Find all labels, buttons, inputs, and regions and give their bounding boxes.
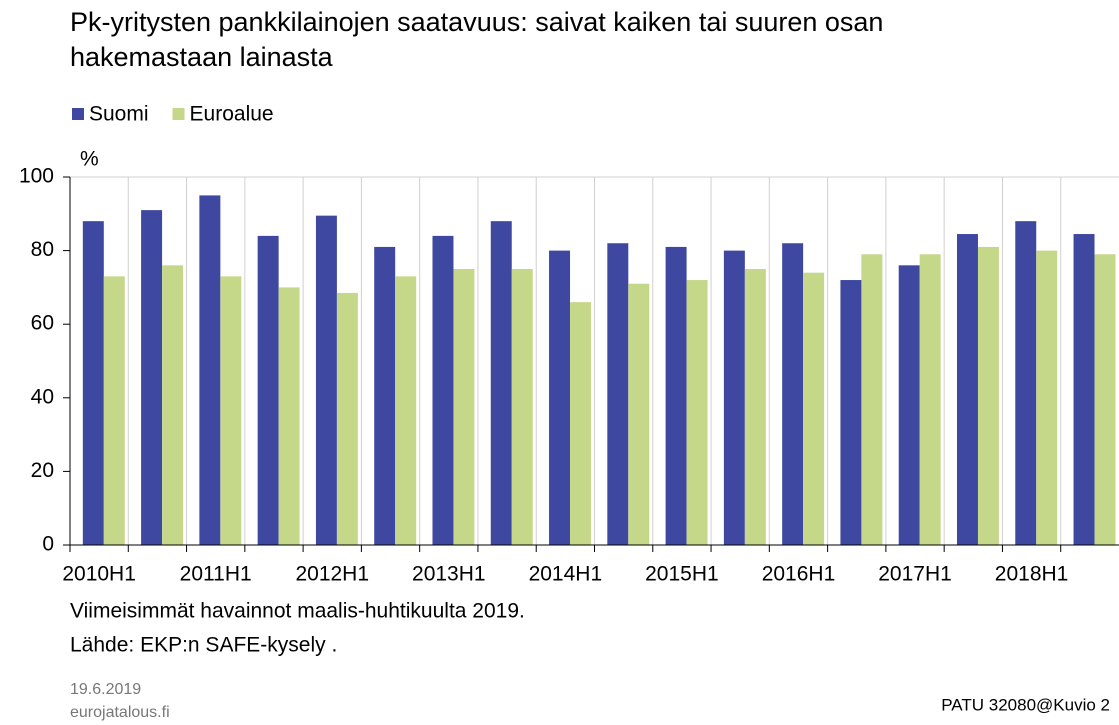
bar (977, 246, 999, 546)
bar (686, 280, 708, 545)
bar (1094, 254, 1116, 545)
bar (744, 269, 766, 545)
x-tick-label: 2015H1 (645, 563, 719, 586)
x-tick-label: 2011H1 (180, 563, 252, 586)
bar (919, 254, 941, 545)
y-unit: % (80, 148, 99, 171)
site: eurojatalous.fi (70, 704, 170, 721)
bar (782, 243, 804, 546)
bar (103, 276, 125, 545)
x-tick-label: 2017H1 (878, 563, 952, 586)
bar (490, 221, 512, 545)
bar (1036, 250, 1058, 545)
bar (336, 292, 358, 545)
bar (432, 235, 454, 545)
date: 19.6.2019 (70, 681, 141, 698)
x-tick-label: 2012H1 (295, 563, 369, 586)
note: Lähde: EKP:n SAFE-kysely . (70, 634, 337, 657)
bar (395, 276, 417, 545)
legend-label: Euroalue (190, 103, 274, 126)
bar (257, 235, 279, 545)
bar (803, 272, 825, 545)
x-tick-label: 2014H1 (529, 563, 603, 586)
x-tick-label: 2018H1 (995, 563, 1069, 586)
bar (162, 265, 184, 545)
bar (861, 254, 883, 545)
chart-title: hakemastaan lainasta (70, 42, 334, 72)
x-tick-label: 2013H1 (412, 563, 486, 586)
x-tick-label: 2010H1 (62, 563, 136, 586)
bar (511, 269, 533, 545)
y-tick-label: 20 (31, 459, 54, 482)
chart-title: Pk-yritysten pankkilainojen saatavuus: s… (70, 7, 883, 37)
bar (220, 276, 242, 545)
bar (570, 302, 592, 545)
legend-label: Suomi (89, 103, 149, 126)
bar (199, 195, 221, 545)
y-tick-label: 60 (31, 312, 54, 335)
bar (1015, 221, 1037, 545)
code: PATU 32080@Kuvio 2 (941, 695, 1110, 714)
bar (315, 215, 337, 545)
y-tick-label: 40 (31, 385, 54, 408)
bar (374, 246, 396, 546)
bar (82, 221, 104, 545)
bar (723, 250, 745, 545)
bar (628, 283, 650, 545)
x-tick-label: 2016H1 (762, 563, 836, 586)
bar (278, 287, 300, 545)
note: Viimeisimmät havainnot maalis-huhtikuult… (70, 600, 525, 623)
y-tick-label: 100 (19, 165, 54, 188)
bar (607, 243, 629, 546)
bar (840, 280, 862, 545)
bar (665, 246, 687, 546)
bar (898, 265, 920, 545)
bar (549, 250, 571, 545)
y-tick-label: 0 (42, 533, 54, 556)
bar (141, 210, 163, 545)
bar (453, 269, 475, 545)
legend-swatch (72, 108, 84, 120)
y-tick-label: 80 (31, 238, 54, 261)
bar (956, 234, 978, 546)
legend-swatch (172, 108, 185, 120)
bar (1073, 234, 1095, 546)
